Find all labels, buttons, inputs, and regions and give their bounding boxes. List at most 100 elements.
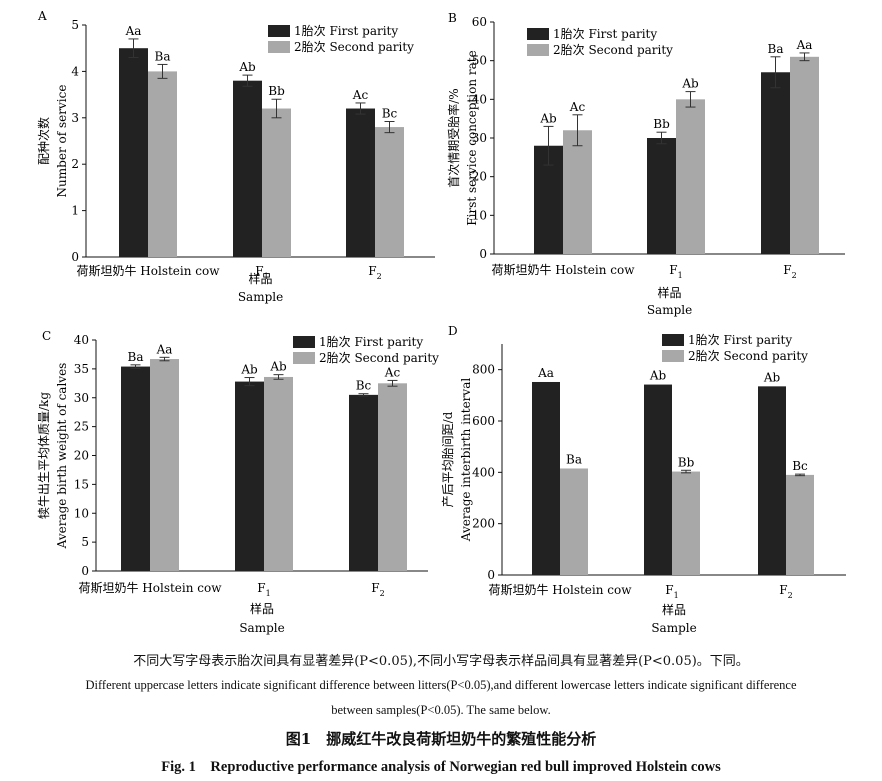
panel-c-legend-label-2: 2胎次 Second parity bbox=[319, 351, 439, 365]
panel-a-ylabel-zh: 配种次数 bbox=[36, 117, 51, 165]
panel-c-bar-s1-c3 bbox=[349, 394, 378, 571]
panel-a-bar-s1-c3 bbox=[346, 108, 375, 258]
panel-b-y-tick-label: 50 bbox=[472, 54, 487, 68]
panel-d-bar-s2-c1 bbox=[560, 468, 588, 575]
panel-d-legend-label-1: 1胎次 First parity bbox=[688, 333, 792, 347]
panel-d-legend-label-2: 2胎次 Second parity bbox=[688, 349, 808, 363]
panel-b-bar-s2-c1 bbox=[563, 130, 592, 254]
panel-c-legend-label-1: 1胎次 First parity bbox=[319, 335, 423, 349]
panel-c-tag: C bbox=[42, 329, 51, 343]
figure-title-zh: 图1 挪威红牛改良荷斯坦奶牛的繁殖性能分析 bbox=[285, 730, 597, 748]
panel-c-y-tick-label: 0 bbox=[81, 564, 89, 578]
panel-d-ylabel-en: Average interbirth interval bbox=[459, 378, 473, 543]
panel-a-sig-label-s1-c1: Aa bbox=[125, 24, 142, 38]
panel-a-legend-swatch-1 bbox=[268, 25, 290, 37]
panel-a-sig-label-s1-c2: Ab bbox=[238, 60, 256, 74]
panel-b-category-label: 荷斯坦奶牛 Holstein cow bbox=[491, 262, 635, 277]
panel-a-category-label: F2 bbox=[368, 264, 381, 281]
panel-d-ylabel-zh: 产后平均胎间距/d bbox=[441, 411, 455, 507]
panel-a-ylabel-en: Number of service bbox=[55, 85, 69, 198]
panel-a-y-tick-label: 1 bbox=[71, 204, 79, 218]
panel-d-category-label: 荷斯坦奶牛 Holstein cow bbox=[488, 582, 632, 597]
panel-a-sig-label-s2-c2: Bb bbox=[268, 84, 285, 98]
panel-b-sig-label-s2-c3: Aa bbox=[796, 38, 813, 52]
panel-b-bar-s2-c2 bbox=[676, 99, 705, 254]
panel-b-sig-label-s1-c2: Bb bbox=[653, 117, 670, 131]
panel-b-tag: B bbox=[448, 11, 457, 25]
panel-c-y-tick-label: 10 bbox=[74, 506, 89, 520]
panel-c-sig-label-s2-c1: Aa bbox=[156, 342, 173, 356]
panel-b-bar-s1-c2 bbox=[647, 138, 676, 254]
panel-a-bar-s1-c1 bbox=[119, 48, 148, 258]
figure-canvas: A 0 1 2 3 4 5 配种次数 Number of service Aa Ab Ac Ba Bb Bc… bbox=[36, 9, 846, 635]
panel-c-bar-s1-c1 bbox=[121, 366, 150, 571]
panel-b-category-label: F2 bbox=[783, 263, 796, 280]
panel-c-sig-label-s2-c2: Ab bbox=[269, 360, 287, 374]
panel-c-legend-swatch-2 bbox=[293, 352, 315, 364]
panel-b-bar-s2-c3 bbox=[790, 56, 819, 254]
panel-a-tag: A bbox=[37, 9, 47, 23]
panel-c-bar-s2-c2 bbox=[264, 376, 293, 571]
panel-c-category-label: 荷斯坦奶牛 Holstein cow bbox=[78, 580, 222, 595]
panel-b-y-tick-label: 60 bbox=[472, 15, 487, 29]
panel-b-ylabel-en: First service conception rate bbox=[465, 50, 479, 225]
panel-d-sig-label-s1-c1: Aa bbox=[537, 366, 554, 380]
panel-a-xlabel-en: Sample bbox=[238, 290, 283, 304]
panel-b-xlabel-en: Sample bbox=[647, 303, 692, 317]
panel-b-y-tick-label: 40 bbox=[472, 92, 487, 106]
panel-d-y-tick-label: 400 bbox=[472, 465, 495, 479]
panel-d-sig-label-s2-c3: Bc bbox=[792, 459, 808, 473]
panel-d-y-tick-label: 200 bbox=[472, 517, 495, 531]
panel-c-bar-s2-c1 bbox=[150, 359, 179, 571]
figure-title-en: Fig. 1 Reproductive performance analysis… bbox=[161, 759, 721, 775]
panel-d-y-tick-label: 800 bbox=[472, 363, 495, 377]
panel-c-y-tick-label: 40 bbox=[74, 333, 89, 347]
panel-b-legend-swatch-1 bbox=[527, 28, 549, 40]
panel-d-xlabel-zh: 样品 bbox=[662, 602, 686, 617]
panel-b-y-tick-label: 10 bbox=[472, 208, 487, 222]
panel-b-sig-label-s1-c1: Ab bbox=[539, 111, 557, 125]
panel-a-legend-label-1: 1胎次 First parity bbox=[294, 24, 398, 38]
panel-b-y-tick-label: 0 bbox=[479, 247, 487, 261]
panel-d-bar-s1-c3 bbox=[758, 386, 786, 575]
panel-c-y-tick-label: 5 bbox=[81, 535, 89, 549]
panel-b-sig-label-s1-c3: Ba bbox=[768, 42, 784, 56]
panel-c-y-tick-label: 30 bbox=[74, 391, 89, 405]
panel-d-bar-s2-c3 bbox=[786, 474, 814, 575]
panel-d-category-label: F1 bbox=[665, 583, 678, 600]
panel-d-sig-label-s2-c1: Ba bbox=[566, 452, 582, 466]
panel-a-y-tick-label: 5 bbox=[71, 18, 79, 32]
panel-c-xlabel-en: Sample bbox=[239, 621, 284, 635]
panel-c-y-tick-label: 20 bbox=[74, 449, 89, 463]
panel-a-category-label: F1 bbox=[255, 264, 268, 281]
panel-d-category-label: F2 bbox=[779, 583, 792, 600]
panel-a-legend-label-2: 2胎次 Second parity bbox=[294, 40, 414, 54]
panel-c-y-tick-label: 35 bbox=[74, 362, 89, 376]
significance-note-en-line2: between samples(P<0.05). The same below. bbox=[331, 703, 551, 717]
panel-d-tag: D bbox=[448, 324, 458, 338]
panel-d-bar-s1-c2 bbox=[644, 384, 672, 575]
panel-c-legend-swatch-1 bbox=[293, 336, 315, 348]
panel-b-y-tick-label: 20 bbox=[472, 170, 487, 184]
panel-c-sig-label-s2-c3: Ac bbox=[384, 365, 401, 379]
panel-c-y-tick-label: 15 bbox=[74, 477, 89, 491]
panel-a-category-label: 荷斯坦奶牛 Holstein cow bbox=[76, 263, 220, 278]
panel-b-sig-label-s2-c2: Ab bbox=[681, 77, 699, 91]
panel-d-sig-label-s2-c2: Bb bbox=[678, 455, 695, 469]
panel-c-sig-label-s1-c3: Bc bbox=[356, 379, 372, 393]
panel-a-bar-s2-c2 bbox=[262, 108, 291, 258]
panel-d-legend-swatch-2 bbox=[662, 350, 684, 362]
panel-c-ylabel-en: Average birth weight of calves bbox=[55, 363, 69, 550]
panel-b-xlabel-zh: 样品 bbox=[657, 285, 681, 300]
panel-c-ylabel-zh: 犊牛出生平均体质量/kg bbox=[36, 392, 51, 519]
panel-d-bar-s1-c1 bbox=[532, 381, 560, 575]
panel-b-bar-s1-c3 bbox=[761, 72, 790, 255]
panel-b-category-label: F1 bbox=[669, 263, 682, 280]
panel-a-sig-label-s2-c3: Bc bbox=[382, 107, 398, 121]
significance-note-zh: 不同大写字母表示胎次间具有显著差异(P<0.05),不同小写字母表示样品间具有显… bbox=[133, 654, 749, 669]
panel-d-sig-label-s1-c3: Ab bbox=[763, 370, 781, 384]
panel-c-y-tick-label: 25 bbox=[74, 420, 89, 434]
panel-d-y-tick-label: 0 bbox=[487, 568, 495, 582]
panel-c-sig-label-s1-c1: Ba bbox=[128, 350, 144, 364]
panel-a-xlabel-zh: 样品 bbox=[248, 271, 272, 286]
